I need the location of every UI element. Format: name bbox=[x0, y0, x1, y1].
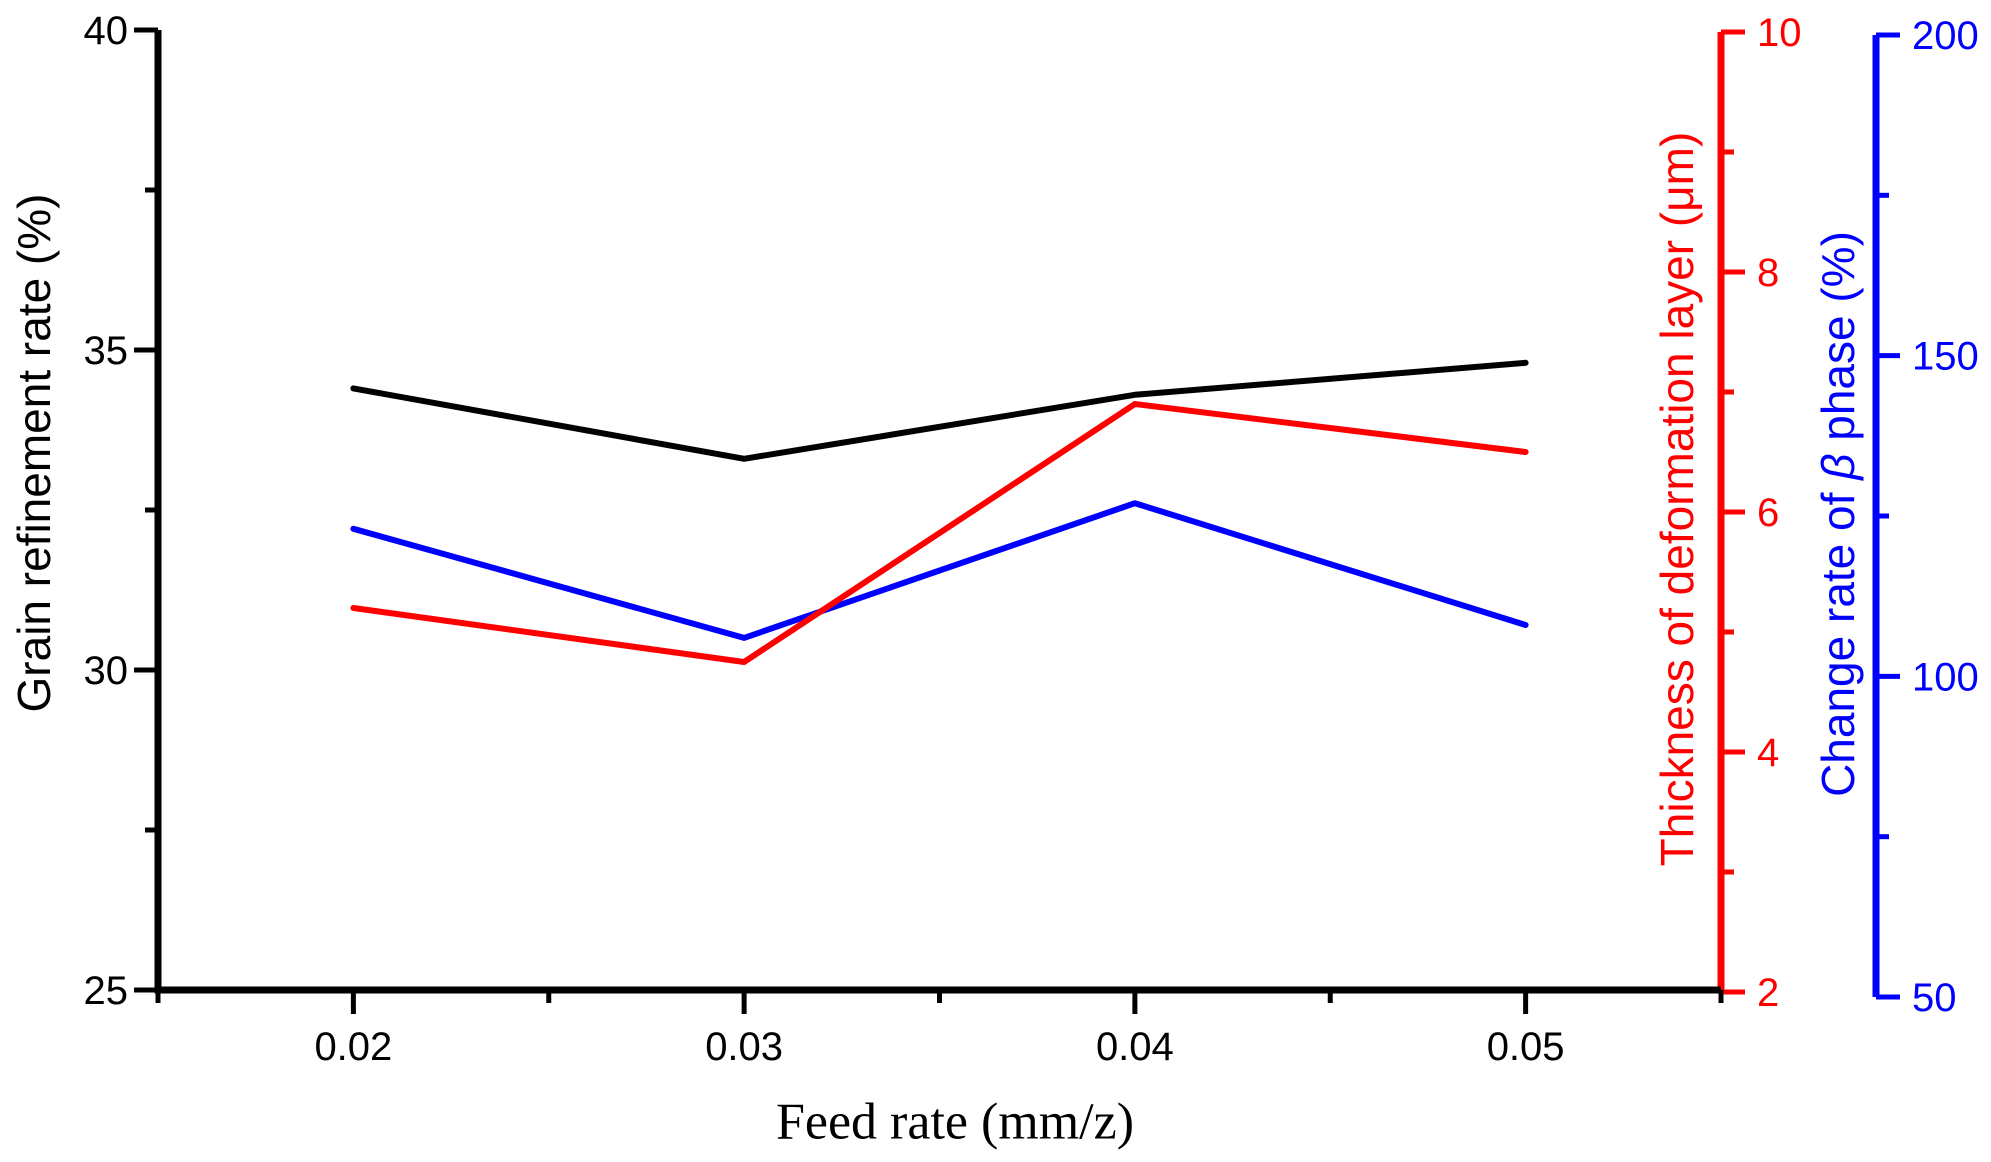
left-axis-title: Grain refinement rate (%) bbox=[8, 193, 60, 713]
blue-axis-tick-label: 100 bbox=[1912, 655, 1979, 699]
red-axis-tick-label: 2 bbox=[1757, 971, 1779, 1015]
blue-axis-title-prefix: Change rate of bbox=[1812, 479, 1864, 797]
change-rate-of-beta-phase-line bbox=[350, 500, 1529, 641]
blue-axis-title-beta: β bbox=[1812, 453, 1864, 480]
grain-refinement-rate-line bbox=[350, 359, 1529, 462]
blue-axis-tick-label: 50 bbox=[1912, 976, 1957, 1020]
x-axis-tick-label: 0.02 bbox=[314, 1025, 392, 1069]
left-axis-tick-label: 35 bbox=[84, 329, 129, 373]
x-axis-tick-label: 0.03 bbox=[705, 1025, 783, 1069]
red-axis-tick-label: 4 bbox=[1757, 731, 1779, 775]
red-axis-tick-label: 10 bbox=[1757, 11, 1802, 55]
red-axis-tick-label: 6 bbox=[1757, 491, 1779, 535]
blue-axis-tick-label: 150 bbox=[1912, 335, 1979, 379]
left-axis-tick-label: 40 bbox=[84, 9, 129, 53]
left-axis-tick-label: 30 bbox=[84, 649, 129, 693]
red-axis-title: Thickness of deformation layer (μm) bbox=[1651, 131, 1703, 867]
x-axis-title: Feed rate (mm/z) bbox=[775, 1093, 1135, 1151]
blue-axis-title-suffix: phase (%) bbox=[1812, 231, 1864, 454]
x-axis-tick-label: 0.04 bbox=[1096, 1025, 1174, 1069]
red-axis-tick-label: 8 bbox=[1757, 251, 1779, 295]
thickness-of-deformation-layer-line bbox=[350, 401, 1529, 665]
blue-axis-title: Change rate of β phase (%) bbox=[1812, 231, 1864, 797]
x-axis-tick-label: 0.05 bbox=[1487, 1025, 1565, 1069]
left-axis-tick-label: 25 bbox=[84, 969, 129, 1013]
blue-axis-tick-label: 200 bbox=[1912, 14, 1979, 58]
